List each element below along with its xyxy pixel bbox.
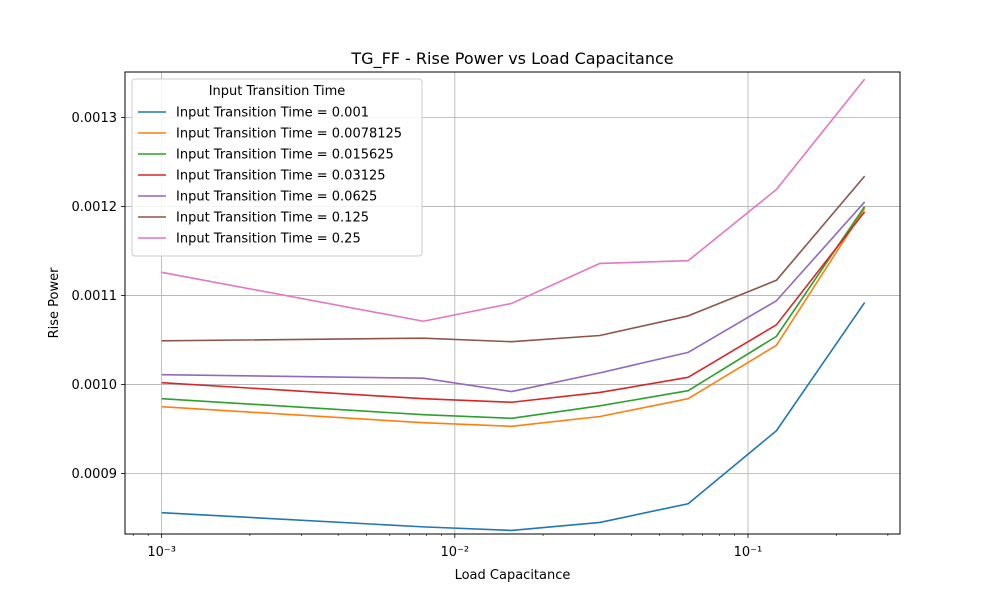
y-tick-label: 0.0013 xyxy=(72,111,118,126)
x-tick-label: 10⁻³ xyxy=(147,545,176,560)
series-lines xyxy=(161,78,866,532)
y-tick-label: 0.0010 xyxy=(72,378,118,393)
legend-label-1: Input Transition Time = 0.0078125 xyxy=(176,127,402,142)
legend-box xyxy=(131,78,423,257)
series-line-2 xyxy=(161,205,866,420)
y-tick-label: 0.0012 xyxy=(72,200,118,215)
legend: Input Transition Time Input Transition Ti… xyxy=(131,78,423,257)
series-line-1 xyxy=(161,207,866,428)
x-tick-label: 10⁻² xyxy=(440,545,469,560)
y-tick-label: 0.0009 xyxy=(72,467,118,482)
series-line-6 xyxy=(161,78,866,323)
chart-title: TG_FF - Rise Power vs Load Capacitance xyxy=(350,49,673,69)
legend-label-3: Input Transition Time = 0.03125 xyxy=(176,169,386,184)
series-line-4 xyxy=(161,201,866,393)
legend-title: Input Transition Time xyxy=(209,84,346,99)
x-tick-label: 10⁻¹ xyxy=(734,545,763,560)
x-axis-ticks: 10⁻³ 10⁻² 10⁻¹ xyxy=(132,534,889,560)
series-line-3 xyxy=(161,211,866,404)
y-tick-label: 0.0011 xyxy=(72,289,118,304)
series-line-0 xyxy=(161,302,866,532)
y-axis-ticks: 0.0009 0.0010 0.0011 0.0012 0.0013 xyxy=(72,111,125,482)
legend-label-6: Input Transition Time = 0.25 xyxy=(176,232,361,247)
legend-label-4: Input Transition Time = 0.0625 xyxy=(176,190,377,205)
y-axis-label: Rise Power xyxy=(47,267,62,339)
legend-label-2: Input Transition Time = 0.015625 xyxy=(176,148,394,163)
series-line-5 xyxy=(161,175,866,343)
plot-frame xyxy=(124,71,901,535)
legend-label-5: Input Transition Time = 0.125 xyxy=(176,211,369,226)
x-axis-label: Load Capacitance xyxy=(455,568,571,583)
legend-label-0: Input Transition Time = 0.001 xyxy=(176,106,369,121)
